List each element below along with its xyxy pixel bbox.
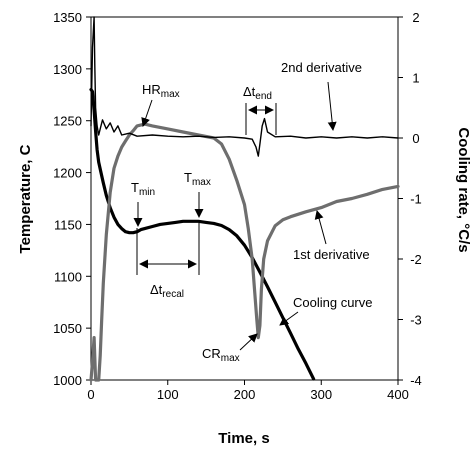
annotation-t-min: Tmin bbox=[131, 180, 155, 227]
annotation-dt-recal: Δtrecal bbox=[136, 220, 200, 300]
label-dt-recal: Δtrecal bbox=[150, 282, 184, 300]
left-tick-label: 1050 bbox=[53, 321, 82, 336]
right-tick-label: -3 bbox=[410, 313, 422, 328]
right-tick-label: 1 bbox=[412, 71, 419, 86]
x-tick-label: 400 bbox=[387, 387, 409, 402]
left-axis-ticks: 1000 1050 1100 1150 1200 1250 1300 1350 bbox=[53, 10, 91, 388]
label-t-max: Tmax bbox=[184, 170, 211, 188]
annotation-1st-derivative: 1st derivative bbox=[293, 210, 370, 262]
left-tick-label: 1350 bbox=[53, 10, 82, 25]
arrow-cooling-curve bbox=[279, 311, 299, 326]
arrow-hr-max bbox=[141, 99, 153, 127]
right-tick-label: -2 bbox=[410, 252, 422, 267]
right-tick-label: -4 bbox=[410, 373, 422, 388]
right-axis-title: Cooling rate, °C/s bbox=[455, 127, 472, 252]
left-tick-label: 1000 bbox=[53, 373, 82, 388]
annotation-dt-end: Δtend bbox=[243, 84, 277, 135]
annotation-cr-max: CRmax bbox=[202, 333, 258, 364]
annotation-2nd-derivative: 2nd derivative bbox=[281, 60, 362, 131]
label-dt-end: Δtend bbox=[243, 84, 272, 102]
arrow-2nd-derivative bbox=[327, 81, 337, 131]
left-tick-label: 1300 bbox=[53, 62, 82, 77]
label-1st-derivative: 1st derivative bbox=[293, 247, 370, 262]
arrow-1st-derivative bbox=[314, 210, 327, 245]
series-2nd-derivative bbox=[90, 16, 399, 157]
arrow-cr-max bbox=[239, 333, 258, 351]
x-axis-ticks: 0 100 200 300 400 bbox=[87, 380, 409, 402]
series-layer bbox=[89, 16, 400, 382]
annotation-cooling-curve: Cooling curve bbox=[279, 295, 373, 326]
left-axis-title: Temperature, C bbox=[17, 144, 34, 253]
annotation-hr-max: HRmax bbox=[141, 82, 180, 127]
left-tick-label: 1150 bbox=[54, 217, 82, 232]
x-tick-label: 200 bbox=[234, 387, 256, 402]
x-tick-label: 100 bbox=[157, 387, 179, 402]
label-hr-max: HRmax bbox=[142, 82, 180, 100]
x-axis-title: Time, s bbox=[218, 430, 269, 447]
right-tick-label: -1 bbox=[410, 192, 422, 207]
label-cr-max: CRmax bbox=[202, 346, 240, 364]
right-axis-ticks: -4 -3 -2 -1 0 1 2 bbox=[398, 10, 422, 388]
left-tick-label: 1250 bbox=[53, 114, 82, 129]
left-tick-label: 1200 bbox=[53, 166, 82, 181]
series-cooling-curve bbox=[89, 87, 316, 381]
annotation-t-max: Tmax bbox=[184, 170, 211, 218]
label-t-min: Tmin bbox=[131, 180, 155, 198]
left-tick-label: 1100 bbox=[54, 269, 82, 284]
label-cooling-curve: Cooling curve bbox=[293, 295, 373, 310]
label-2nd-derivative: 2nd derivative bbox=[281, 60, 362, 75]
right-tick-label: 0 bbox=[412, 131, 419, 146]
x-tick-label: 300 bbox=[310, 387, 332, 402]
x-tick-label: 0 bbox=[87, 387, 94, 402]
right-tick-label: 2 bbox=[412, 10, 419, 25]
